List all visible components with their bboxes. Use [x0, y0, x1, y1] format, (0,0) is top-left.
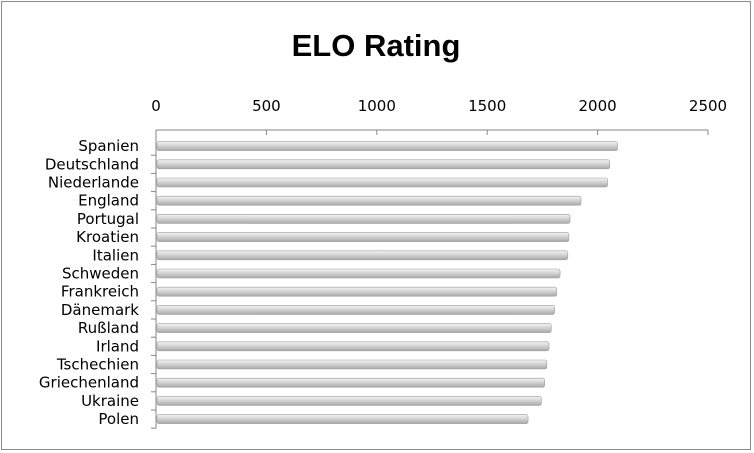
- bar: [156, 214, 571, 224]
- x-tick-label: 1500: [468, 97, 506, 115]
- category-label: Italien: [92, 246, 139, 264]
- bar: [156, 323, 552, 333]
- category-label: Portugal: [77, 210, 139, 228]
- bar: [156, 141, 618, 151]
- category-labels: SpanienDeutschlandNiederlandeEnglandPort…: [39, 137, 139, 428]
- bar: [156, 414, 529, 424]
- bar: [156, 305, 555, 315]
- x-axis: 0 500 1000 1500 2000 2500: [151, 97, 727, 429]
- x-tick-label: 2000: [579, 97, 617, 115]
- bar: [156, 341, 550, 352]
- category-label: Spanien: [78, 137, 139, 155]
- category-label: Niederlande: [48, 174, 139, 192]
- bar: [156, 377, 545, 388]
- bar: [156, 177, 608, 188]
- category-label: Schweden: [62, 265, 139, 283]
- category-label: Dänemark: [61, 301, 139, 319]
- bar: [156, 359, 548, 370]
- category-label: Irland: [96, 337, 139, 355]
- category-label: England: [78, 192, 139, 210]
- category-label: Polen: [98, 410, 139, 428]
- bar: [156, 250, 569, 261]
- bars: [156, 141, 618, 424]
- category-label: Kroatien: [76, 228, 139, 246]
- bar: [156, 268, 561, 279]
- category-label: Rußland: [78, 319, 139, 337]
- x-tick-label: 500: [252, 97, 281, 115]
- chart-title: ELO Rating: [292, 28, 461, 63]
- category-label: Tschechien: [56, 356, 139, 374]
- bar: [156, 159, 611, 170]
- category-label: Griechenland: [39, 374, 139, 392]
- x-tick-label: 0: [151, 97, 161, 115]
- category-label: Frankreich: [61, 283, 139, 301]
- bar: [156, 286, 558, 297]
- category-label: Deutschland: [45, 155, 139, 173]
- x-tick-label: 2500: [689, 97, 727, 115]
- bar: [156, 195, 582, 206]
- x-tick-label: 1000: [358, 97, 396, 115]
- bar: [156, 396, 542, 406]
- category-label: Ukraine: [81, 392, 139, 410]
- bar: [156, 232, 570, 242]
